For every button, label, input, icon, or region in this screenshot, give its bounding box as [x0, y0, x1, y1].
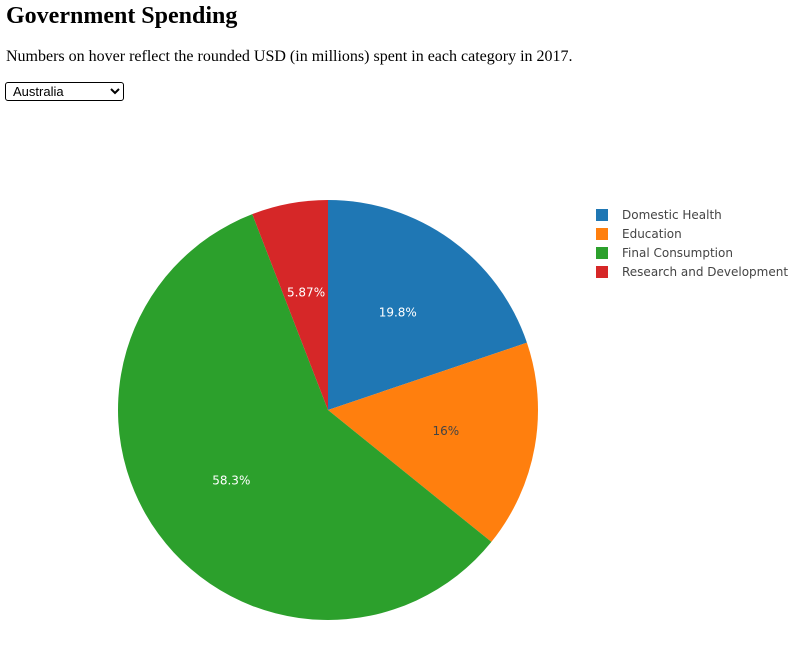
pie-slice-label: 19.8%	[379, 306, 417, 320]
chart-legend: Domestic Health Education Final Consumptio…	[596, 208, 788, 279]
pie-slice[interactable]	[252, 200, 328, 410]
legend-swatch	[596, 247, 608, 259]
pie-labels: 19.8% 16% 58.3% 5.87%	[212, 285, 459, 487]
legend-swatch	[596, 209, 608, 221]
pie-slice[interactable]	[328, 200, 527, 410]
legend-item[interactable]: Domestic Health	[596, 208, 722, 222]
page-description: Numbers on hover reflect the rounded USD…	[6, 48, 573, 65]
legend-label: Education	[622, 227, 682, 241]
pie-slices	[117, 200, 538, 621]
pie-slice-label: 58.3%	[212, 474, 250, 488]
legend-label: Final Consumption	[622, 246, 733, 260]
legend-item[interactable]: Education	[596, 227, 682, 241]
legend-swatch	[596, 228, 608, 240]
pie-slice-label: 5.87%	[287, 285, 325, 299]
legend-item[interactable]: Final Consumption	[596, 246, 733, 260]
pie-slice-label: 16%	[433, 424, 460, 438]
pie-slice[interactable]	[328, 342, 538, 542]
legend-item[interactable]: Research and Development	[596, 265, 788, 279]
legend-label: Research and Development	[622, 265, 788, 279]
legend-swatch	[596, 266, 608, 278]
page-title: Government Spending	[6, 3, 238, 29]
pie-slice[interactable]	[117, 214, 492, 621]
country-select[interactable]: Australia	[5, 82, 124, 101]
legend-label: Domestic Health	[622, 208, 722, 222]
